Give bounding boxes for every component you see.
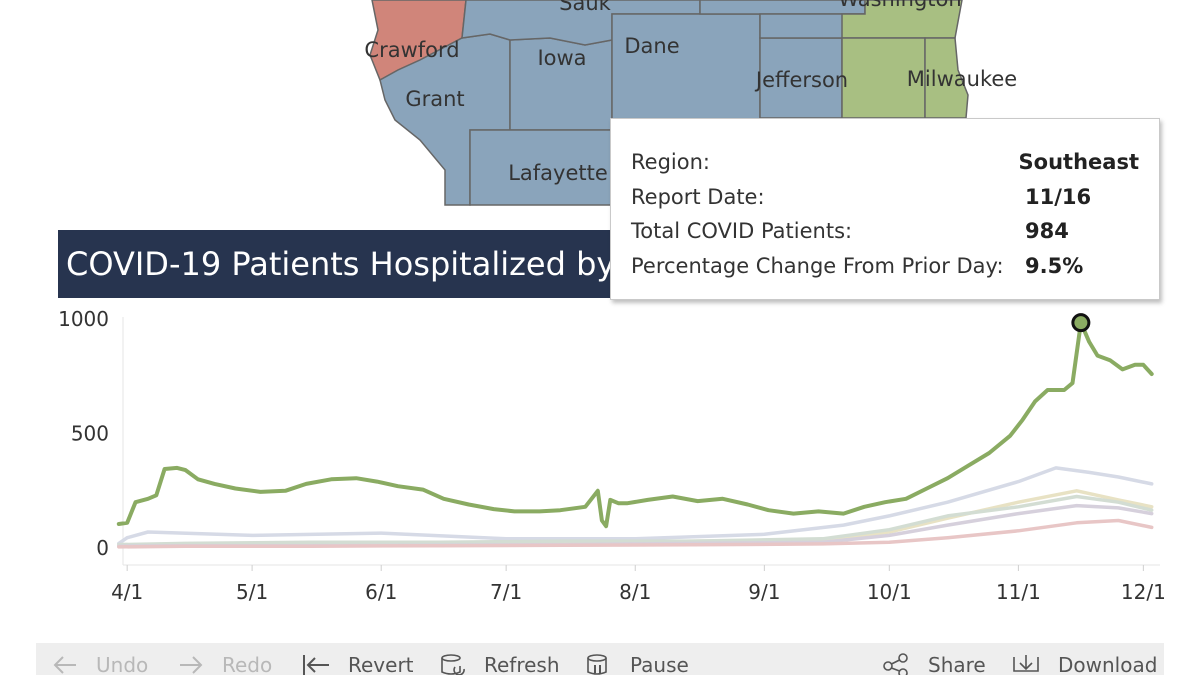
tooltip-value: 11/16 bbox=[1025, 184, 1092, 209]
revert-button[interactable]: Revert bbox=[302, 653, 414, 675]
share-button[interactable]: Share bbox=[882, 653, 986, 675]
x-tick-label: 4/1 bbox=[111, 580, 143, 604]
undo-label: Undo bbox=[96, 653, 149, 675]
undo-button[interactable]: Undo bbox=[52, 653, 148, 675]
redo-button[interactable]: Redo bbox=[178, 653, 272, 675]
chart-title-bar: COVID-19 Patients Hospitalized by bbox=[58, 230, 618, 298]
county-label-lafayette: Lafayette bbox=[508, 161, 608, 185]
tooltip-label: Report Date: bbox=[631, 184, 765, 209]
county-dane[interactable] bbox=[611, 13, 761, 121]
y-tick-label: 0 bbox=[96, 536, 109, 560]
tooltip-row-report-date: Report Date: 11/16 bbox=[631, 180, 1139, 215]
refresh-button[interactable]: Refresh bbox=[440, 653, 560, 675]
chart-tooltip: Region: Southeast Report Date: 11/16 Tot… bbox=[610, 118, 1160, 300]
revert-icon bbox=[303, 655, 329, 675]
chart-axes: 1000 500 04/1 5/1 6/1 7/1 8/1 9/1 10/1 11/1 12/1 bbox=[58, 307, 1166, 604]
download-icon bbox=[1013, 655, 1039, 672]
y-tick-label: 500 bbox=[71, 422, 109, 446]
tooltip-row-percent-change: Percentage Change From Prior Day: 9.5% bbox=[631, 249, 1139, 284]
tooltip-label: Total COVID Patients: bbox=[631, 219, 853, 244]
download-button[interactable]: Download bbox=[1012, 653, 1157, 675]
redo-label: Redo bbox=[222, 653, 273, 675]
share-label: Share bbox=[928, 653, 986, 675]
tooltip-label: Percentage Change From Prior Day: bbox=[631, 253, 1004, 278]
tooltip-value: Southeast bbox=[1018, 150, 1139, 175]
download-label: Download bbox=[1058, 653, 1158, 675]
region-map[interactable]: Sauk Washington Crawford Iowa Dane Jeffe… bbox=[0, 0, 1200, 215]
refresh-database-icon bbox=[441, 654, 465, 675]
x-tick-label: 8/1 bbox=[619, 580, 651, 604]
pause-button[interactable]: Pause bbox=[586, 653, 689, 675]
series-line-region-3[interactable] bbox=[117, 494, 1154, 547]
county-label-grant: Grant bbox=[405, 87, 464, 111]
county-label-crawford: Crawford bbox=[364, 38, 459, 62]
county-label-iowa: Iowa bbox=[537, 46, 586, 70]
viz-toolbar: Undo Redo Revert Refresh Pause Share Dow… bbox=[36, 643, 1164, 675]
tooltip-row-total-patients: Total COVID Patients: 984 bbox=[631, 214, 1139, 249]
arrow-left-icon bbox=[53, 656, 76, 674]
chart-highlight bbox=[1071, 313, 1091, 333]
series-line-region-5[interactable] bbox=[117, 518, 1154, 549]
pause-database-icon bbox=[587, 654, 607, 675]
x-tick-label: 6/1 bbox=[365, 580, 397, 604]
county-label-jefferson: Jefferson bbox=[754, 68, 848, 92]
hospitalization-line-chart[interactable]: 1000 500 04/1 5/1 6/1 7/1 8/1 9/1 10/1 11/1 12/1 bbox=[0, 300, 1200, 620]
county-label-washington: Washington bbox=[838, 0, 961, 11]
tooltip-row-region: Region: Southeast bbox=[631, 145, 1139, 180]
county-label-dane: Dane bbox=[624, 34, 679, 58]
x-tick-label: 12/1 bbox=[1121, 580, 1166, 604]
arrow-right-icon bbox=[180, 656, 203, 674]
x-tick-label: 7/1 bbox=[490, 580, 522, 604]
series-line-region-1[interactable] bbox=[117, 466, 1154, 546]
x-tick-label: 11/1 bbox=[996, 580, 1041, 604]
chart-title: COVID-19 Patients Hospitalized by bbox=[66, 245, 616, 283]
highlighted-data-point[interactable] bbox=[1071, 313, 1091, 333]
share-icon bbox=[883, 653, 908, 675]
y-tick-label: 1000 bbox=[58, 307, 109, 331]
pause-label: Pause bbox=[630, 653, 689, 675]
x-tick-label: 5/1 bbox=[236, 580, 268, 604]
revert-label: Revert bbox=[348, 653, 414, 675]
x-tick-label: 9/1 bbox=[748, 580, 780, 604]
chart-series[interactable] bbox=[116, 320, 1154, 549]
refresh-label: Refresh bbox=[484, 653, 560, 675]
county-label-milwaukee: Milwaukee bbox=[907, 67, 1017, 91]
x-tick-label: 10/1 bbox=[867, 580, 912, 604]
tooltip-value: 984 bbox=[1025, 219, 1069, 244]
county-label-sauk: Sauk bbox=[559, 0, 612, 15]
tooltip-value: 9.5% bbox=[1025, 253, 1084, 278]
tooltip-label: Region: bbox=[631, 150, 710, 175]
series-line-southeast[interactable] bbox=[116, 320, 1154, 529]
